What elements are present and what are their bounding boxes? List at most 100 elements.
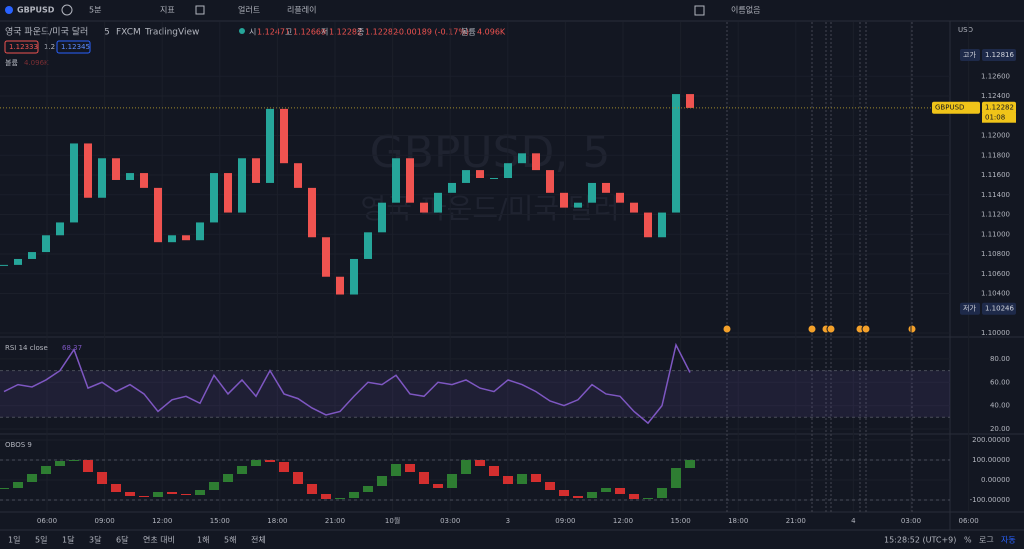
bid-box[interactable]: [4, 40, 39, 54]
bid: 1.12333: [9, 43, 38, 51]
candle: [546, 170, 554, 193]
candle: [280, 108, 288, 164]
candle: [504, 163, 512, 179]
range-button[interactable]: 3달: [89, 536, 102, 545]
obos-bar: [587, 492, 597, 498]
legend-interval: 5: [104, 28, 110, 38]
time-label: 03:00: [440, 517, 460, 525]
templates-button[interactable]: [195, 5, 205, 15]
time-label: 4: [851, 517, 856, 525]
ask-box[interactable]: [56, 40, 91, 54]
y-tick-label: 1.11400: [981, 191, 1010, 199]
y-tick-label: 1.10800: [981, 250, 1010, 258]
event-icon[interactable]: [807, 324, 817, 334]
range-button[interactable]: 전체: [251, 535, 266, 545]
time-label: 18:00: [728, 517, 748, 525]
candle: [616, 192, 624, 203]
symbol-icon: [5, 6, 13, 14]
event-icon[interactable]: [826, 324, 836, 334]
event-icon[interactable]: [722, 324, 732, 334]
add-symbol[interactable]: [61, 4, 73, 16]
toolbar-replay[interactable]: 리플레이: [287, 5, 316, 15]
auto-toggle[interactable]: 자동: [1001, 536, 1016, 545]
rsi-band: [0, 370, 950, 418]
obos-bar: [223, 474, 233, 482]
candle: [210, 173, 218, 223]
time-label: 12:00: [613, 517, 633, 525]
toolbar-layout[interactable]: 이름없음: [731, 5, 760, 15]
candle: [658, 212, 666, 238]
obos-bar: [531, 474, 541, 482]
event-icon[interactable]: [861, 324, 871, 334]
candle: [392, 158, 400, 203]
obos-bar: [97, 472, 107, 484]
candle: [84, 143, 92, 198]
rsi-last: 68.37: [62, 344, 82, 352]
candle: [252, 158, 260, 183]
y-tick-label: 1.11000: [981, 230, 1010, 238]
range-button[interactable]: 5해: [224, 535, 236, 545]
candle: [406, 158, 414, 203]
obos-bar: [573, 496, 583, 498]
spread: 1.2: [44, 43, 55, 51]
watermark-name: 영국 파운드/미국 달러: [360, 192, 619, 225]
obos-bar: [559, 490, 569, 496]
range-button[interactable]: 1해: [197, 535, 209, 545]
volume-row-label: 볼륨: [5, 58, 18, 67]
candle: [686, 94, 694, 108]
range-button[interactable]: 5일: [35, 536, 47, 545]
obos-bar: [167, 492, 177, 494]
range-button[interactable]: 1일: [8, 536, 20, 545]
time-label: 21:00: [325, 517, 345, 525]
candle: [56, 222, 64, 236]
obos-bar: [321, 494, 331, 499]
obos-bar: [391, 464, 401, 476]
obos-bar: [27, 474, 37, 482]
obos-bar: [195, 490, 205, 495]
obos-bar: [265, 460, 275, 462]
price-tag-label-bg: [960, 302, 980, 315]
time-label: 18:00: [267, 517, 287, 525]
ohlc-value: 1.12282: [365, 28, 398, 37]
toolbar-alert[interactable]: 얼러트: [238, 5, 260, 15]
y-tick-label: 1.10600: [981, 270, 1010, 278]
obos-bar: [83, 460, 93, 472]
toolbar-symbol[interactable]: GBPUSD: [17, 6, 55, 15]
candle: [364, 232, 372, 259]
ohlc-value: 1.12282: [329, 28, 362, 37]
range-button[interactable]: 연초 대비: [143, 536, 175, 545]
range-button[interactable]: 6달: [116, 536, 129, 545]
candle: [154, 187, 162, 243]
toolbar-interval[interactable]: 5분: [89, 6, 101, 15]
currency: USD: [958, 26, 973, 34]
legend-source: TradingView: [144, 28, 199, 38]
y-tick-label: 1.12600: [981, 72, 1010, 80]
obos-bar: [615, 488, 625, 494]
pane-title: RSI 14 close: [5, 344, 48, 352]
pane-title: OBOS 9: [5, 441, 32, 449]
obos-bar: [69, 460, 79, 461]
obos-bar: [111, 484, 121, 492]
candle: [266, 108, 274, 183]
candle: [238, 158, 246, 213]
layout-button[interactable]: [694, 5, 705, 16]
candle: [630, 202, 638, 213]
obos-bar: [517, 474, 527, 484]
obos-bar: [55, 461, 65, 466]
time-label: 03:00: [901, 517, 921, 525]
event-icon[interactable]: [907, 324, 917, 334]
y-tick-label: 0.00000: [981, 476, 1010, 484]
countdown-bg: [982, 112, 1016, 123]
candle: [532, 153, 540, 171]
price-tag: [982, 48, 1016, 61]
price-tag: [982, 101, 1016, 114]
y-tick-label: 200.00000: [972, 436, 1010, 444]
obos-bar: [209, 482, 219, 490]
obos-bar: [237, 466, 247, 474]
range-button[interactable]: 1달: [62, 536, 75, 545]
percent-toggle[interactable]: %: [964, 536, 972, 545]
toolbar-indicators[interactable]: 지표: [160, 6, 175, 15]
log-toggle[interactable]: 로그: [979, 536, 994, 545]
candle: [182, 235, 190, 241]
